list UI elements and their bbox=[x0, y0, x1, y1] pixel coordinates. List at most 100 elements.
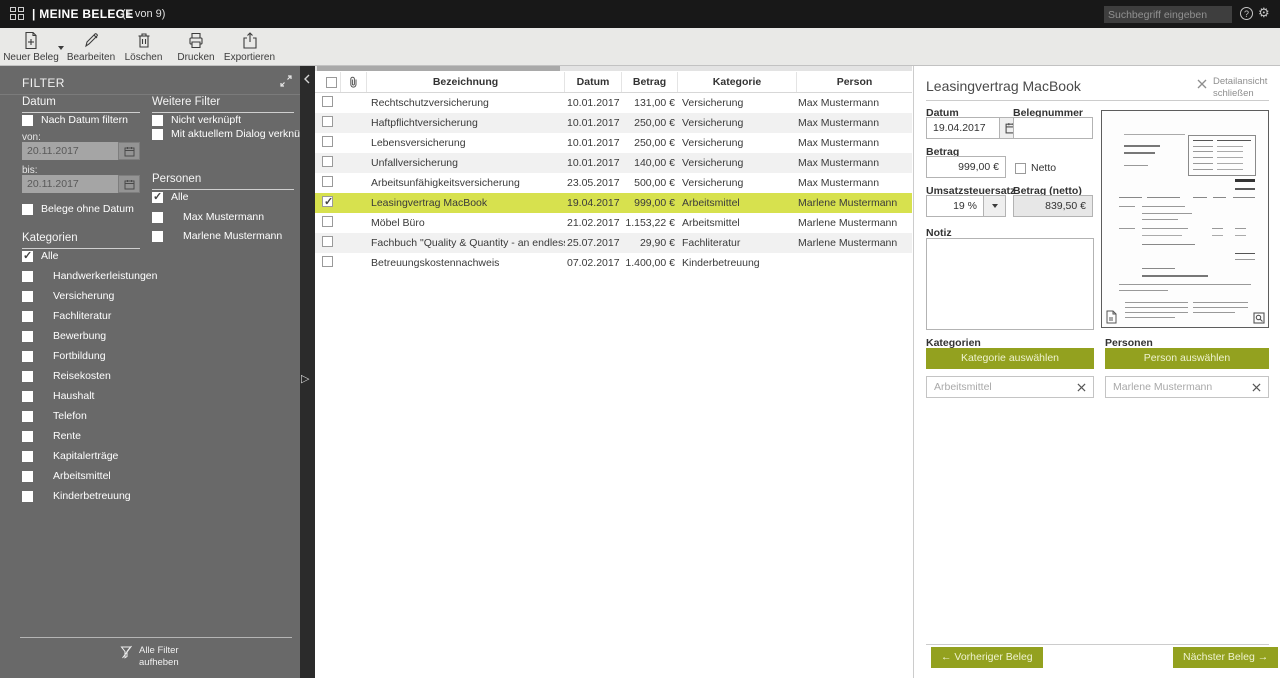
column-header-bezeichnung[interactable]: Bezeichnung bbox=[367, 72, 565, 92]
sidebar-category-checkbox[interactable]: Kapitalerträge bbox=[22, 450, 118, 462]
delete-button[interactable]: Löschen bbox=[121, 31, 166, 64]
category-tag-field[interactable]: Arbeitsmittel bbox=[926, 376, 1094, 398]
new-receipt-button[interactable]: Neuer Beleg bbox=[3, 31, 64, 64]
checkbox[interactable] bbox=[22, 310, 33, 322]
column-header-betrag[interactable]: Betrag bbox=[622, 72, 678, 92]
checkbox[interactable] bbox=[322, 96, 333, 107]
checkbox[interactable] bbox=[152, 230, 163, 242]
zoom-preview-icon[interactable] bbox=[1253, 312, 1265, 324]
sidebar-category-checkbox[interactable]: Reisekosten bbox=[22, 370, 111, 382]
row-checkbox-cell[interactable] bbox=[315, 136, 341, 150]
categories-all-checkbox[interactable]: Alle bbox=[22, 249, 59, 262]
checkbox[interactable] bbox=[22, 114, 33, 126]
sidebar-category-checkbox[interactable]: Telefon bbox=[22, 410, 87, 422]
date-to-value[interactable]: 20.11.2017 bbox=[22, 175, 118, 193]
checkbox[interactable] bbox=[322, 176, 333, 187]
gear-icon[interactable]: ⚙ bbox=[1258, 5, 1270, 20]
checkbox[interactable] bbox=[22, 249, 33, 262]
filter-by-date-checkbox[interactable]: Nach Datum filtern bbox=[22, 114, 128, 126]
checkbox[interactable] bbox=[22, 430, 33, 442]
checkbox[interactable] bbox=[22, 203, 33, 215]
checkbox[interactable] bbox=[322, 256, 333, 267]
receipt-preview[interactable] bbox=[1101, 110, 1269, 328]
collapse-sidebar-icon[interactable] bbox=[303, 74, 311, 84]
checkbox[interactable] bbox=[152, 128, 163, 140]
remove-tag-icon[interactable] bbox=[1252, 382, 1261, 392]
row-checkbox-cell[interactable] bbox=[315, 236, 341, 250]
checkbox[interactable] bbox=[22, 290, 33, 302]
pdf-file-icon[interactable] bbox=[1105, 310, 1117, 324]
calendar-icon[interactable] bbox=[118, 142, 140, 160]
app-menu-icon[interactable] bbox=[10, 7, 24, 21]
checkbox[interactable] bbox=[322, 216, 333, 227]
checkbox[interactable] bbox=[1015, 162, 1026, 174]
table-row[interactable]: Rechtschutzversicherung 10.01.2017 131,00 … bbox=[315, 93, 912, 113]
checkbox[interactable] bbox=[322, 196, 333, 208]
checkbox[interactable] bbox=[22, 470, 33, 482]
horizontal-scrollbar[interactable] bbox=[315, 66, 912, 71]
close-detail-button[interactable]: Detailansicht schließen bbox=[1197, 76, 1267, 101]
expand-filter-icon[interactable] bbox=[280, 75, 292, 90]
checkbox[interactable] bbox=[152, 190, 163, 203]
sidebar-category-checkbox[interactable]: Rente bbox=[22, 430, 81, 442]
previous-receipt-button[interactable]: ← Vorheriger Beleg bbox=[931, 647, 1043, 668]
table-row[interactable]: Leasingvertrag MacBook 19.04.2017 999,00 €… bbox=[315, 193, 912, 213]
help-icon[interactable]: ? bbox=[1240, 7, 1253, 20]
datum-input[interactable]: 19.04.2017 bbox=[926, 117, 1000, 139]
sidebar-category-checkbox[interactable]: Fachliteratur bbox=[22, 310, 111, 322]
search-input[interactable] bbox=[1104, 8, 1247, 21]
netto-checkbox[interactable]: Netto bbox=[1015, 162, 1056, 174]
column-header-kategorie[interactable]: Kategorie bbox=[678, 72, 797, 92]
checkbox[interactable] bbox=[22, 270, 33, 282]
row-checkbox-cell[interactable] bbox=[315, 176, 341, 190]
checkbox[interactable] bbox=[322, 136, 333, 147]
chevron-down-icon[interactable] bbox=[58, 46, 64, 50]
remove-tag-icon[interactable] bbox=[1077, 382, 1086, 392]
select-all-checkbox[interactable] bbox=[315, 72, 341, 92]
table-row[interactable]: Unfallversicherung 10.01.2017 140,00 € Vers… bbox=[315, 153, 912, 173]
next-receipt-button[interactable]: Nächster Beleg → bbox=[1173, 647, 1279, 668]
table-row[interactable]: Arbeitsunfähigkeitsversicherung 23.05.201… bbox=[315, 173, 912, 193]
column-header-datum[interactable]: Datum bbox=[565, 72, 622, 92]
checkbox[interactable] bbox=[152, 114, 163, 126]
checkbox[interactable] bbox=[322, 156, 333, 167]
checkbox[interactable] bbox=[22, 350, 33, 362]
checkbox[interactable] bbox=[322, 116, 333, 127]
table-row[interactable]: Haftpflichtversicherung 10.01.2017 250,00 … bbox=[315, 113, 912, 133]
row-checkbox-cell[interactable] bbox=[315, 196, 341, 210]
checkbox[interactable] bbox=[22, 390, 33, 402]
sidebar-category-checkbox[interactable]: Kinderbetreuung bbox=[22, 490, 131, 502]
table-row[interactable]: Möbel Büro 21.02.2017 1.153,22 € Arbeitsmit… bbox=[315, 213, 912, 233]
not-linked-checkbox[interactable]: Nicht verknüpft bbox=[152, 114, 241, 126]
checkbox[interactable] bbox=[22, 490, 33, 502]
person-max-checkbox[interactable]: Max Mustermann bbox=[152, 211, 264, 223]
sidebar-category-checkbox[interactable]: Haushalt bbox=[22, 390, 94, 402]
sidebar-category-checkbox[interactable]: Handwerkerleistungen bbox=[22, 270, 157, 282]
person-tag-field[interactable]: Marlene Mustermann bbox=[1105, 376, 1269, 398]
clear-all-filters-button[interactable]: Alle Filter aufheben bbox=[120, 645, 179, 669]
row-checkbox-cell[interactable] bbox=[315, 116, 341, 130]
date-from-value[interactable]: 20.11.2017 bbox=[22, 142, 118, 160]
column-header-person[interactable]: Person bbox=[836, 76, 873, 88]
checkbox[interactable] bbox=[22, 330, 33, 342]
belegnummer-input[interactable] bbox=[1013, 117, 1093, 139]
sidebar-category-checkbox[interactable]: Arbeitsmittel bbox=[22, 470, 111, 482]
no-date-checkbox[interactable]: Belege ohne Datum bbox=[22, 203, 134, 215]
export-button[interactable]: Exportieren bbox=[222, 31, 277, 64]
print-button[interactable]: Drucken bbox=[172, 31, 220, 64]
table-row[interactable]: Fachbuch "Quality & Quantity - an endles… bbox=[315, 233, 912, 253]
row-checkbox-cell[interactable] bbox=[315, 216, 341, 230]
sidebar-category-checkbox[interactable]: Bewerbung bbox=[22, 330, 106, 342]
persons-all-checkbox[interactable]: Alle bbox=[152, 190, 189, 203]
calendar-icon[interactable] bbox=[118, 175, 140, 193]
betrag-input[interactable]: 999,00 € bbox=[926, 156, 1006, 178]
table-row[interactable]: Lebensversicherung 10.01.2017 250,00 € Vers… bbox=[315, 133, 912, 153]
row-checkbox-cell[interactable] bbox=[315, 156, 341, 170]
person-marlene-checkbox[interactable]: Marlene Mustermann bbox=[152, 230, 282, 242]
edit-button[interactable]: Bearbeiten bbox=[66, 31, 116, 64]
checkbox[interactable] bbox=[322, 236, 333, 247]
row-checkbox-cell[interactable] bbox=[315, 96, 341, 110]
expand-panel-icon[interactable]: ▷ bbox=[301, 373, 310, 385]
vat-dropdown-button[interactable] bbox=[983, 195, 1006, 217]
sidebar-category-checkbox[interactable]: Versicherung bbox=[22, 290, 114, 302]
